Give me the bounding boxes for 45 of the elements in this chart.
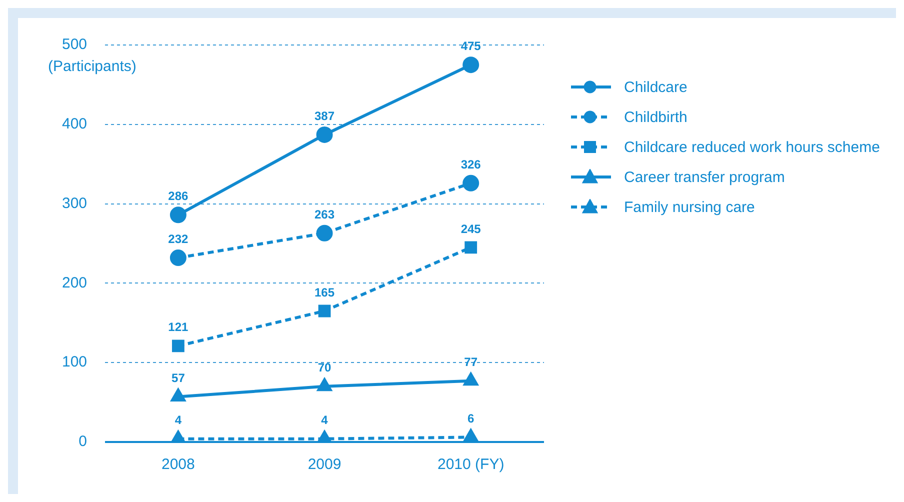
point xyxy=(464,241,478,254)
data-label: 245 xyxy=(460,222,482,236)
x-tick-label: 2009 xyxy=(308,456,342,474)
data-label: 6 xyxy=(467,412,474,426)
data-label: 475 xyxy=(460,39,482,54)
point xyxy=(318,304,331,318)
y-tick-label: 100 xyxy=(62,354,88,371)
data-label: 387 xyxy=(314,109,335,124)
y-tick-label: 0 xyxy=(78,433,88,450)
data-label: 4 xyxy=(321,413,328,428)
data-label: 165 xyxy=(314,285,335,300)
y-tick-label: 500 xyxy=(62,36,88,54)
x-tick-label: 2010 (FY) xyxy=(437,456,504,474)
legend-label: Childcare xyxy=(624,78,688,96)
data-label: 263 xyxy=(314,207,335,222)
point xyxy=(462,56,480,74)
y-tick-label: 200 xyxy=(62,274,88,292)
data-label: 70 xyxy=(318,360,332,375)
point xyxy=(172,340,184,352)
point xyxy=(170,250,186,266)
point xyxy=(317,378,332,392)
legend-label: Childbirth xyxy=(624,108,688,126)
data-label: 326 xyxy=(460,157,482,172)
y-axis-title: (Participants) xyxy=(48,58,136,76)
point xyxy=(464,428,478,442)
data-label: 286 xyxy=(168,189,189,204)
y-tick-label: 300 xyxy=(62,194,88,212)
point xyxy=(170,206,186,224)
y-tick-label: 400 xyxy=(62,116,88,133)
point xyxy=(170,430,186,442)
point xyxy=(316,224,333,242)
point xyxy=(464,372,478,386)
data-label: 77 xyxy=(464,355,478,370)
legend-label: Family nursing care xyxy=(624,198,755,216)
point xyxy=(170,388,186,402)
data-label: 57 xyxy=(172,371,186,386)
data-label: 232 xyxy=(168,232,189,246)
legend-label: Childcare reduced work hours scheme xyxy=(624,138,880,156)
point xyxy=(317,430,332,442)
data-label: 121 xyxy=(168,320,189,334)
legend-label: Career transfer program xyxy=(624,168,785,186)
x-tick-label: 2008 xyxy=(162,456,195,474)
point xyxy=(462,174,480,192)
data-label: 4 xyxy=(174,413,182,428)
point xyxy=(316,126,333,143)
